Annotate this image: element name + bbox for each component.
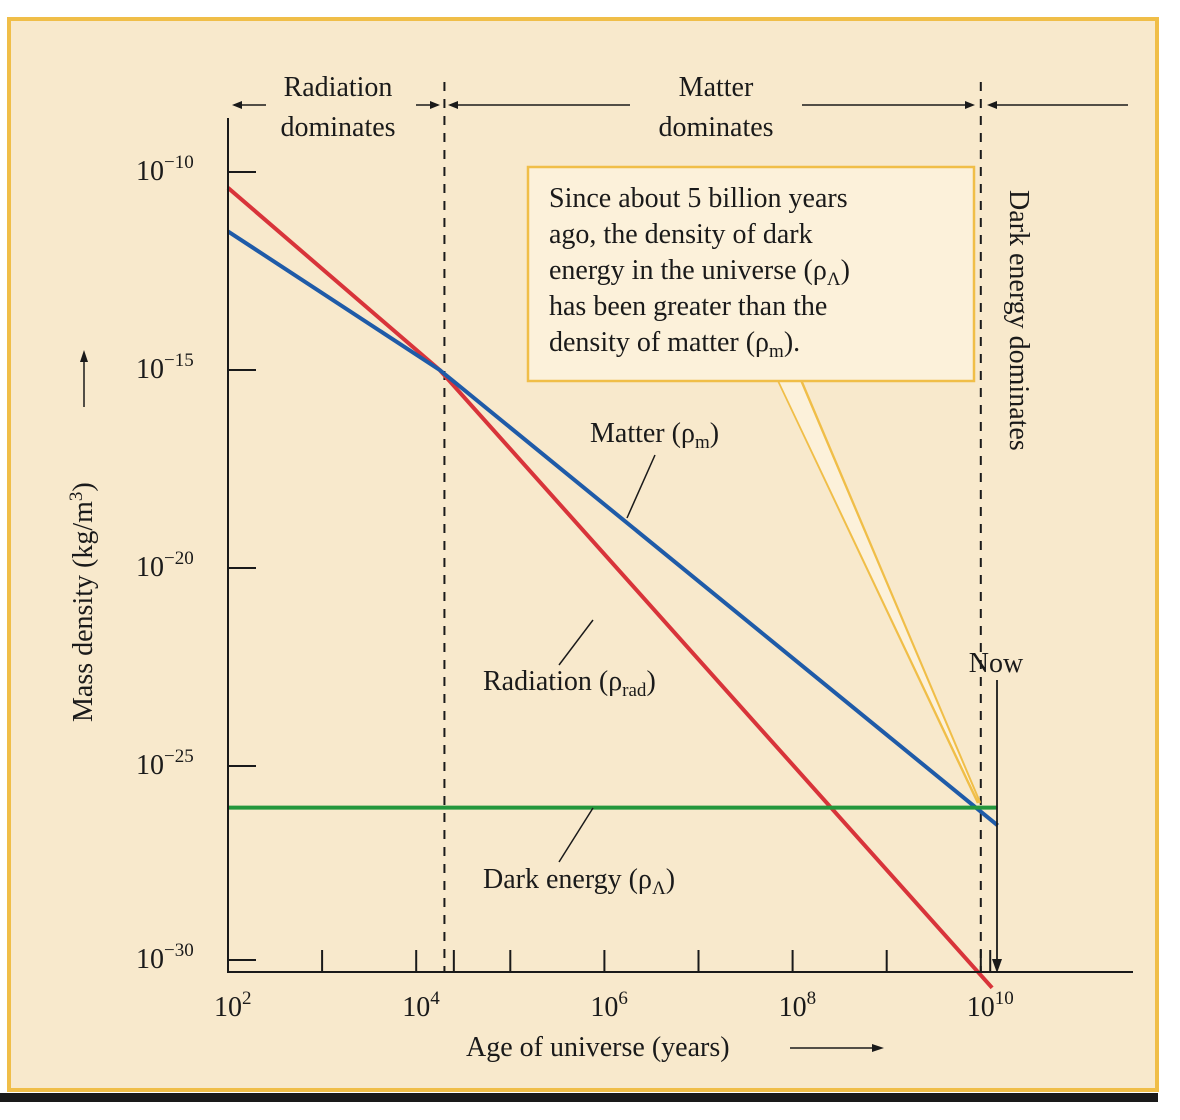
y-axis-title: Mass density (kg/m3) (66, 350, 99, 722)
dark-energy-label: Dark energy (ρΛ) (483, 864, 675, 899)
callout-line-5: density of matter (ρm). (549, 327, 800, 362)
series-lines (226, 186, 999, 990)
y-axis-arrow-icon (80, 350, 88, 362)
callout-line-2: ago, the density of dark (549, 219, 813, 250)
series-label-radiation: Radiation (ρrad) (483, 619, 656, 701)
callout-pointer-right (799, 379, 982, 804)
arrow-left-icon (448, 101, 458, 109)
axes (227, 118, 1133, 973)
callout-line-1: Since about 5 billion years (549, 183, 848, 214)
dark-energy-leader-line (558, 807, 594, 863)
x-ticks: 102 104 106 108 1010 (214, 950, 1014, 1023)
y-axis-label: Mass density (kg/m3) (66, 482, 99, 722)
matter-label: Matter (ρm) (590, 418, 719, 453)
y-tick-label: 10−30 (136, 940, 194, 975)
era-header-matter: Matter dominates (448, 72, 975, 143)
annotation-callout: Since about 5 billion years ago, the den… (526, 165, 982, 804)
arrow-right-icon (965, 101, 975, 109)
y-ticks: 10−10 10−15 10−20 10−25 10−30 (136, 152, 256, 975)
x-axis-title: Age of universe (years) (466, 1032, 884, 1063)
y-tick-label: 10−20 (136, 548, 194, 583)
era-dividers (443, 82, 982, 972)
callout-line-3: energy in the universe (ρΛ) (549, 255, 850, 290)
now-arrow-icon (992, 959, 1002, 973)
callout-box (526, 165, 976, 383)
radiation-era-line2: dominates (280, 112, 395, 143)
radiation-label: Radiation (ρrad) (483, 666, 656, 701)
radiation-era-line1: Radiation (284, 72, 393, 103)
bottom-rule (0, 1093, 1158, 1102)
x-tick-label: 1010 (967, 988, 1014, 1023)
y-tick-label: 10−15 (136, 350, 194, 385)
series-label-dark-energy: Dark energy (ρΛ) (483, 807, 675, 899)
callout-pointer-left (776, 379, 980, 804)
x-tick-label: 108 (779, 988, 817, 1023)
arrow-left-icon (987, 101, 997, 109)
x-tick-label: 106 (590, 988, 628, 1023)
matter-leader-line (626, 454, 656, 519)
era-header-dark-energy: Dark energy dominates (987, 101, 1128, 451)
x-axis-arrow-icon (872, 1044, 884, 1052)
now-label: Now (969, 648, 1024, 679)
now-marker: Now (969, 648, 1024, 973)
radiation-leader-line (558, 619, 594, 666)
era-header-radiation: Radiation dominates (232, 72, 440, 143)
callout-pointer-fill (779, 381, 978, 800)
arrow-left-icon (232, 101, 242, 109)
y-tick-label: 10−10 (136, 152, 194, 187)
matter-era-line1: Matter (679, 72, 754, 103)
x-tick-label: 102 (214, 988, 252, 1023)
matter-era-line2: dominates (658, 112, 773, 143)
dark-energy-era-label: Dark energy dominates (1003, 190, 1034, 451)
callout-line-4: has been greater than the (549, 291, 827, 322)
arrow-right-icon (430, 101, 440, 109)
series-label-matter: Matter (ρm) (590, 418, 719, 519)
x-axis-label: Age of universe (years) (466, 1032, 730, 1063)
series-line-matter (226, 229, 999, 827)
y-tick-label: 10−25 (136, 746, 194, 781)
x-tick-label: 104 (402, 988, 440, 1023)
